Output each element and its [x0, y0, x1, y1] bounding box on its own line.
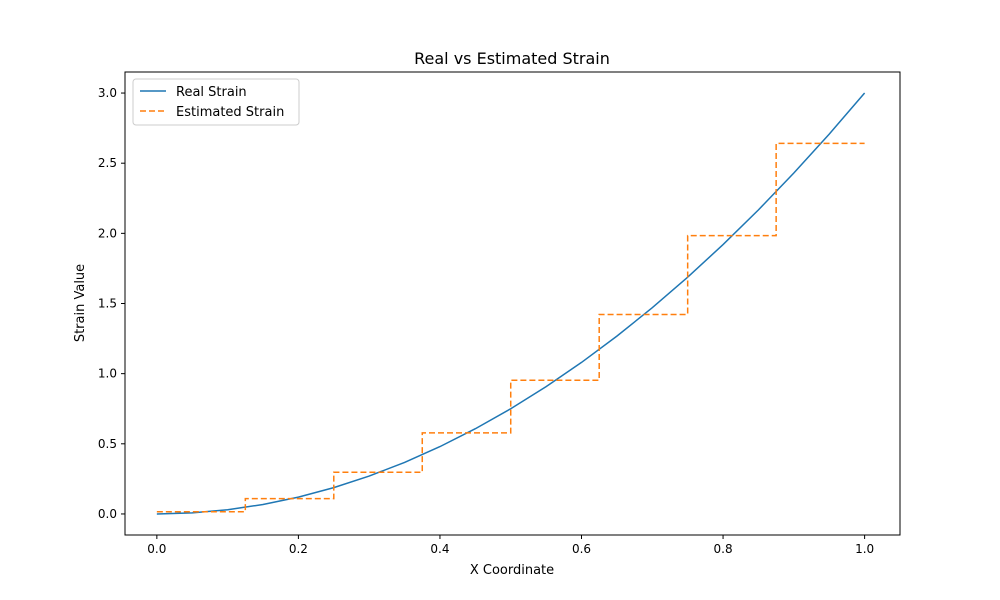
- y-axis-ticks: 0.0 0.5 1.0 1.5 2.0 2.5 3.0: [98, 86, 125, 521]
- axes-frame: [124, 71, 901, 536]
- x-tick-label: 0.4: [430, 542, 449, 556]
- y-tick-label: 0.0: [98, 507, 117, 521]
- y-tick-label: 0.5: [98, 437, 117, 451]
- x-tick-label: 0.8: [714, 542, 733, 556]
- chart-title: Real vs Estimated Strain: [414, 49, 610, 68]
- legend-label-real-strain: Real Strain: [176, 85, 247, 100]
- series-line-estimated-strain: [156, 142, 865, 513]
- y-tick-label: 2.0: [98, 226, 117, 240]
- x-axis-ticks: 0.0 0.2 0.4 0.6 0.8 1.0: [147, 535, 874, 556]
- x-tick-label: 0.6: [572, 542, 591, 556]
- y-axis-label: Strain Value: [73, 264, 88, 342]
- plot-area: [156, 92, 866, 515]
- x-tick-label: 0.2: [289, 542, 308, 556]
- y-tick-label: 2.5: [98, 156, 117, 170]
- legend: Real Strain Estimated Strain: [132, 78, 300, 126]
- legend-label-estimated-strain: Estimated Strain: [176, 105, 284, 120]
- x-tick-label: 1.0: [855, 542, 874, 556]
- x-tick-label: 0.0: [147, 542, 166, 556]
- legend-box: [132, 78, 300, 126]
- y-tick-label: 3.0: [98, 86, 117, 100]
- x-axis-label: X Coordinate: [470, 563, 554, 578]
- y-tick-label: 1.0: [98, 367, 117, 381]
- series-line-real-strain: [156, 92, 866, 515]
- y-tick-label: 1.5: [98, 297, 117, 311]
